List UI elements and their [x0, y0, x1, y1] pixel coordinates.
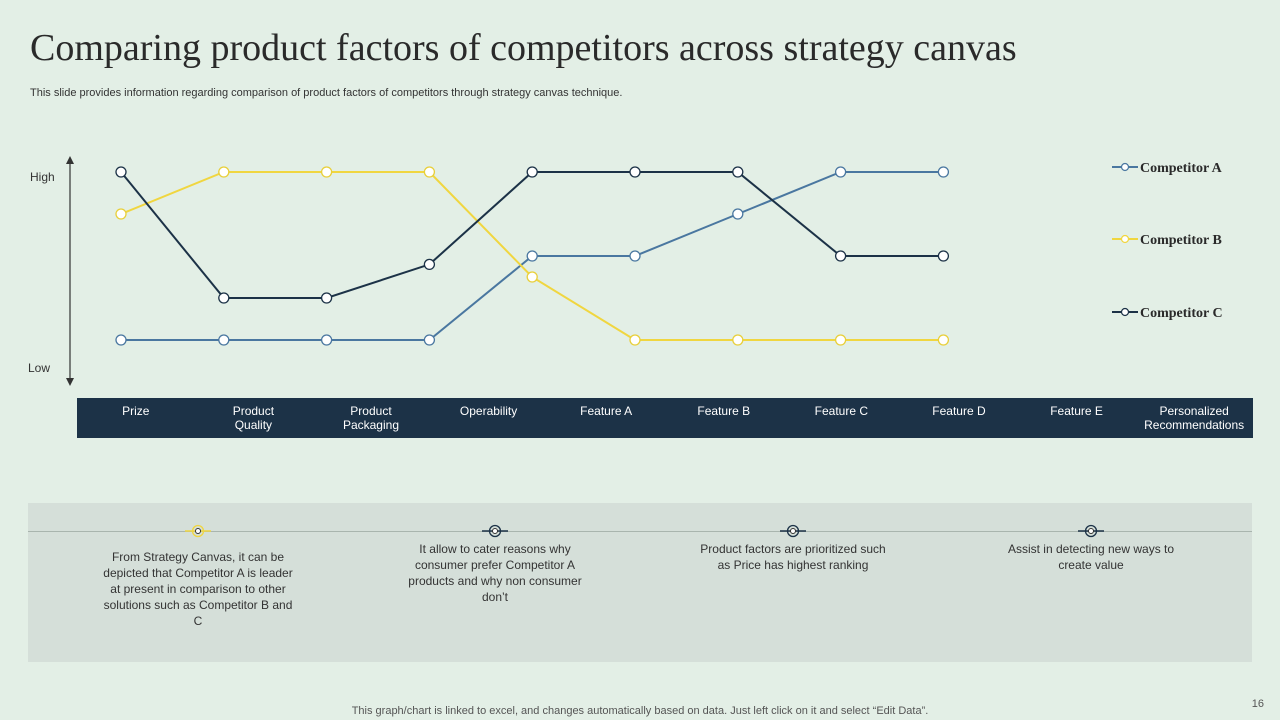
- data-point-competitor-b-feature-a: [526, 271, 538, 283]
- data-point-competitor-a-operability: [423, 334, 436, 346]
- data-point-competitor-c-operability: [423, 258, 436, 271]
- legend: Competitor A Competitor B Competitor C: [1112, 161, 1223, 321]
- data-point-competitor-c-feature-b: [629, 166, 641, 178]
- data-point-competitor-c-feature-e: [937, 250, 950, 262]
- series-points: [115, 166, 950, 346]
- category-label-feature-c: Feature C: [814, 404, 869, 418]
- data-point-competitor-a-feature-b: [629, 250, 641, 262]
- page-number: 16: [1251, 698, 1264, 710]
- legend-label: Competitor A: [1140, 161, 1223, 176]
- data-point-competitor-a-feature-c: [732, 208, 744, 220]
- data-point-competitor-b-feature-b: [629, 334, 641, 346]
- category-label-personalized-recommendations: Personalized Recommendations: [1144, 404, 1245, 432]
- axis-label-low: Low: [28, 361, 51, 375]
- data-point-competitor-c-product-quality: [218, 292, 230, 304]
- data-point-competitor-a-feature-d: [834, 166, 847, 178]
- data-point-competitor-c-feature-c: [732, 166, 744, 178]
- category-label-product-packaging: Product Packaging: [342, 404, 399, 432]
- category-label-feature-a: Feature A: [580, 404, 633, 418]
- data-point-competitor-b-prize: [115, 208, 127, 220]
- notes-divider: [28, 531, 1252, 532]
- data-point-competitor-b-product-packaging: [320, 166, 333, 178]
- data-point-competitor-c-feature-a: [526, 166, 538, 178]
- data-point-competitor-a-feature-a: [526, 250, 538, 262]
- legend-item-competitor-b: Competitor B: [1112, 233, 1222, 248]
- data-point-competitor-b-feature-e: [937, 334, 950, 346]
- legend-label: Competitor C: [1140, 306, 1223, 321]
- note-text-3: Product factors are prioritized such as …: [700, 542, 886, 572]
- data-point-competitor-a-product-quality: [218, 334, 230, 346]
- note-marker-icon: [185, 524, 211, 538]
- data-point-competitor-b-operability: [423, 166, 436, 178]
- data-point-competitor-a-product-packaging: [320, 334, 333, 346]
- note-marker-icon: [482, 524, 508, 538]
- note-text-4: Assist in detecting new ways to create v…: [1007, 542, 1175, 572]
- data-point-competitor-b-feature-c: [732, 334, 744, 346]
- notes-panel: From Strategy Canvas, it can be depicted…: [28, 503, 1252, 662]
- data-point-competitor-a-prize: [115, 334, 127, 346]
- data-point-competitor-c-product-packaging: [320, 292, 333, 304]
- legend-marker: [1120, 307, 1130, 317]
- category-label-product-quality: Product Quality: [232, 404, 275, 432]
- data-point-competitor-b-product-quality: [218, 166, 230, 178]
- category-label-prize: Prize: [122, 404, 150, 418]
- category-label-operability: Operability: [459, 404, 518, 418]
- note-marker-icon: [780, 524, 806, 538]
- category-label-feature-b: Feature B: [697, 404, 751, 418]
- slide-subtitle: This slide provides information regardin…: [30, 87, 623, 99]
- axis-label-high: High: [30, 170, 55, 184]
- category-label-feature-e: Feature E: [1050, 404, 1103, 418]
- data-point-competitor-c-prize: [115, 166, 127, 178]
- note-marker-icon: [1078, 524, 1104, 538]
- legend-marker: [1120, 234, 1130, 244]
- axis-arrow-down-icon: [66, 378, 74, 386]
- legend-item-competitor-c: Competitor C: [1112, 306, 1223, 321]
- vertical-axis: [66, 156, 74, 386]
- data-point-competitor-a-feature-e: [937, 166, 950, 178]
- category-band: Prize Product Quality Product Packaging Opera…: [77, 398, 1253, 438]
- note-text-1: From Strategy Canvas, it can be depicted…: [103, 550, 293, 628]
- data-point-competitor-c-feature-d: [834, 250, 847, 262]
- legend-label: Competitor B: [1140, 233, 1222, 248]
- category-label-feature-d: Feature D: [932, 404, 986, 418]
- legend-marker: [1120, 162, 1130, 172]
- data-point-competitor-b-feature-d: [834, 334, 847, 346]
- strategy-canvas-chart: Competitor A Competitor B Competitor C: [66, 156, 1223, 386]
- slide-title: Comparing product factors of competitors…: [30, 27, 1017, 69]
- axis-arrow-up-icon: [66, 156, 74, 164]
- legend-item-competitor-a: Competitor A: [1112, 161, 1223, 176]
- footer-note: This graph/chart is linked to excel, and…: [351, 705, 929, 717]
- note-text-2: It allow to cater reasons why consumer p…: [408, 542, 582, 604]
